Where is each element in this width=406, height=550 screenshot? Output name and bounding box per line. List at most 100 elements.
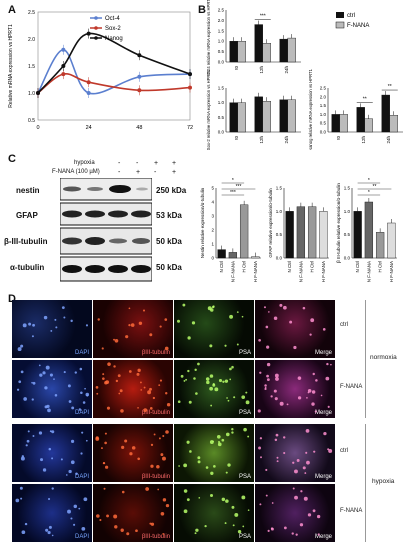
band-btub-3 [109,238,127,244]
dapi-label: DAPI [74,534,89,540]
cell [39,373,43,377]
cell [227,399,230,402]
x-tick-label: 12h [361,136,366,144]
cell [15,498,20,503]
cell [78,408,82,411]
cell [166,403,171,407]
cell [320,394,323,397]
bar [254,96,263,133]
cell [194,368,197,372]
cell [183,509,188,514]
significance-mark: ** [388,84,392,90]
cell [212,440,214,443]
cell [275,433,279,437]
cell [242,525,245,528]
micrograph-r1-dapi: DAPI [12,300,92,358]
cell [26,439,30,443]
cell [67,509,71,514]
bar [375,232,385,259]
cell [315,379,318,382]
bar [339,114,348,133]
bar [364,118,373,133]
row-label-ctrl-1: ctrl [340,322,348,328]
bar [287,37,296,63]
y-tick-label: 1.0 [320,112,327,117]
cell [149,407,153,410]
cell [124,439,128,443]
cell [286,403,289,406]
band-nestin-2 [87,187,103,191]
cell [162,435,165,438]
cell [102,373,105,376]
micrograph-r2-btub: βIII-tubulin [93,360,173,418]
y-axis-label: Nanog relative mRNA expression vs HPRT1 [308,68,313,150]
cell [229,367,232,371]
cell [120,528,124,532]
cell [266,374,269,378]
band-gfap-3 [108,210,128,218]
legend-marker [94,16,98,20]
cell [17,347,22,352]
cell [102,377,105,380]
cell [113,338,116,341]
cell [113,514,118,519]
cell [231,427,234,431]
cell [222,380,225,383]
band-nestin-3 [109,185,131,193]
y-tick-label: 1 [211,242,214,247]
band-btub-2 [85,237,105,245]
y-tick-label: 1.5 [218,86,225,91]
btub-label: βIII-tubulin [141,534,170,540]
micrograph-r2-dapi: DAPI [12,360,92,418]
cell [20,344,24,348]
cell [159,379,163,382]
cell [152,396,156,400]
cell [241,315,244,318]
cell [106,514,110,518]
protein-label-gfap: GFAP [16,211,38,220]
cell [227,463,231,467]
bar [296,206,306,259]
cell [55,326,58,329]
legend-swatch [335,21,345,29]
cell [118,392,121,395]
x-tick-label: N F-NANA [230,261,235,282]
x-tick-label: 12h [259,66,264,74]
cell [210,471,214,475]
cell [107,362,111,366]
cell [292,461,295,464]
cell [310,318,315,323]
y-tick-label: 1.5 [276,186,283,191]
cell [289,320,293,324]
plot-area [37,11,191,121]
cell [51,457,54,460]
cell [271,502,274,504]
micrograph-r4-merge: Merge [255,484,335,542]
cell [312,509,316,513]
cell [128,370,132,373]
normoxia-bracket [365,300,366,418]
cell [97,318,100,321]
cell [147,390,152,395]
cell [260,456,262,459]
y-tick-label: 0.5 [320,121,327,126]
data-point [188,85,192,90]
cell [209,386,213,391]
y-tick-label: 0.0 [276,256,283,261]
cell [80,452,83,455]
panel-label-d: D [8,293,16,305]
cell [294,495,298,500]
band-gfap-4 [131,210,151,218]
cell [177,319,181,323]
significance-mark: * [368,178,370,184]
cell [42,468,47,472]
bar [229,41,238,63]
cell [297,396,302,400]
bar [353,211,362,259]
y-axis-label: Sox-2 relative mRNA expression vs HPRT1 [206,69,211,150]
legend-marker [94,26,98,30]
treat-sign-1: - [118,169,121,176]
significance-mark: ** [363,96,367,102]
treat-sign-4: + [172,169,177,176]
bar [239,204,249,259]
